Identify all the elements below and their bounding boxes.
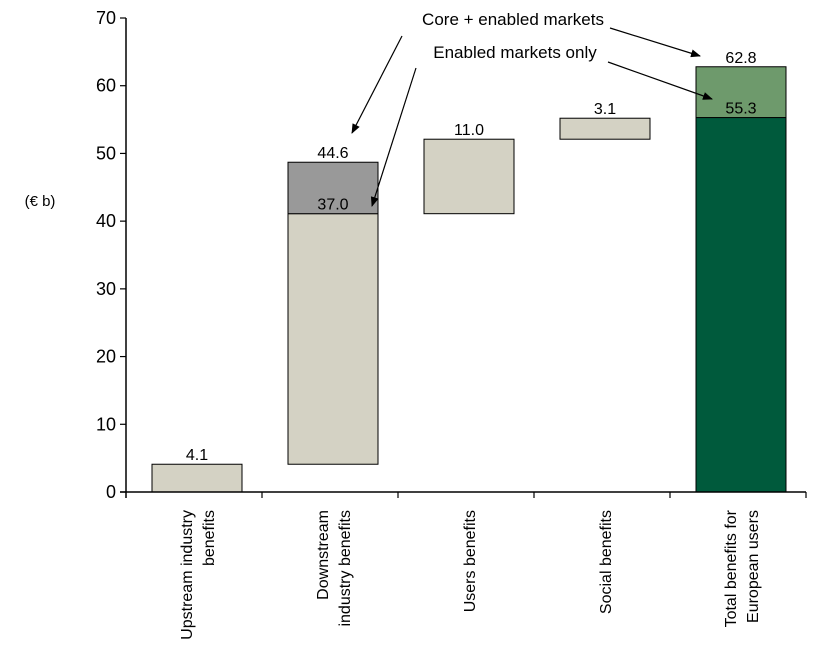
y-ticks-group: 0 10 20 30 40 50 60 70 [96,8,126,502]
x-tick-label-1-1: industry benefits [337,510,354,627]
x-tick-labels-group: Upstream industry benefits Downstream indus… [179,509,762,639]
y-tick-label-10: 10 [96,414,116,434]
data-label-2: 44.6 [317,145,348,162]
x-tick-label-1-0: Downstream [315,510,332,600]
data-label-0: 4.1 [186,447,208,464]
bar-2 [287,161,379,215]
axes-group [120,18,807,498]
x-tick-label-0-0: Upstream industry [179,510,196,640]
data-label-4: 3.1 [594,101,616,118]
bars-group [151,66,787,493]
bar-5 [695,117,787,493]
x-tick-label-3-0: Social benefits [598,510,615,614]
y-tick-label-50: 50 [96,143,116,163]
y-tick-label-30: 30 [96,279,116,299]
bar-3 [423,138,515,215]
data-label-5: 55.3 [725,101,756,118]
bar-6 [695,66,787,119]
bar-4 [559,117,651,140]
y-axis-label: (€ b) [25,193,56,210]
y-tick-label-70: 70 [96,8,116,28]
x-tick-label-4-0: Total benefits for [723,509,740,627]
x-tick-label-4-1: European users [745,510,762,623]
x-tick-label-2-0: Users benefits [462,510,479,612]
arrow-enabled-total [607,61,713,100]
y-tick-label-20: 20 [96,347,116,367]
annotation-core-enabled: Core + enabled markets [422,10,604,29]
data-label-1: 37.0 [317,197,348,214]
y-tick-label-60: 60 [96,76,116,96]
bar-1 [287,213,379,465]
x-tick-label-0-1: benefits [201,510,218,566]
y-tick-label-40: 40 [96,211,116,231]
arrow-enabled-downstream [370,67,417,207]
data-label-3: 11.0 [454,122,484,139]
annotation-enabled-only: Enabled markets only [433,43,597,62]
bar-0 [151,463,243,493]
arrow-core-total [609,27,701,58]
arrow-core-downstream [351,35,403,134]
y-tick-label-0: 0 [106,482,116,502]
data-label-6: 62.8 [725,50,756,67]
data-labels-group: 4.1 37.0 44.6 11.0 3.1 55.3 62.8 [186,50,757,464]
